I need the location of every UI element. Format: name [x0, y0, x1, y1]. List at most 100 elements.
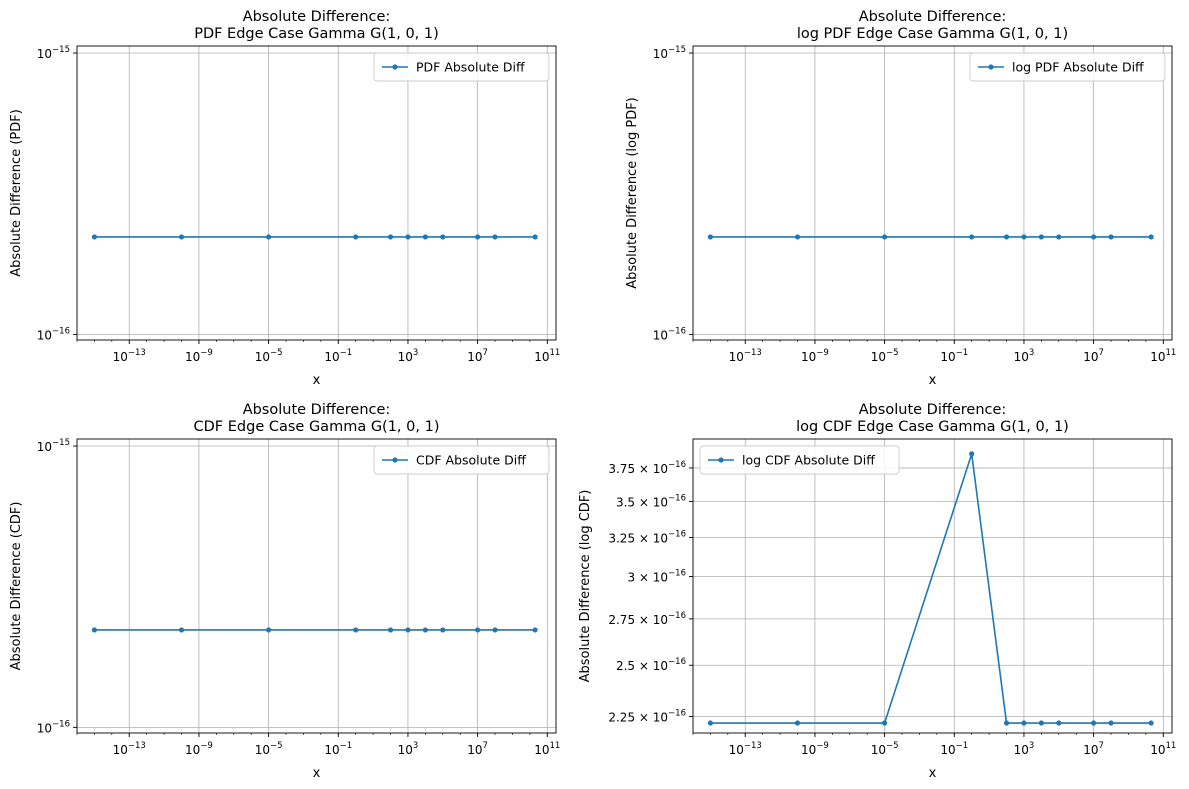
tick-base: 10: [1083, 350, 1098, 364]
tick-base: 10: [113, 743, 128, 757]
tick-mantissa: 3: [627, 571, 635, 585]
tick-times-sign: ×: [635, 711, 653, 725]
tick-exponent: 7: [1099, 741, 1104, 751]
tick-base: 10: [255, 743, 270, 757]
legend-marker: [392, 64, 398, 70]
tick-exponent: −1: [340, 741, 353, 751]
tick-mantissa: 3.75: [608, 462, 635, 476]
tick-base: 10: [940, 743, 955, 757]
legend-label: PDF Absolute Diff: [416, 60, 525, 75]
tick-base: 10: [37, 47, 52, 61]
legend: log PDF Absolute Diff: [969, 52, 1166, 82]
data-point: [492, 234, 498, 240]
tick-exponent: 11: [1166, 348, 1177, 358]
tick-exponent: −16: [52, 719, 70, 729]
subplot-3: 10−13 10−9 10−5 10−1 103 107 101110−1510−16Abs…: [9, 402, 560, 781]
tick-base: 10: [653, 711, 668, 725]
tick-base: 10: [940, 350, 955, 364]
chart-title-line2: log CDF Edge Case Gamma G(1, 0, 1): [796, 419, 1069, 435]
tick-base: 10: [534, 350, 549, 364]
tick-times-sign: ×: [635, 659, 653, 673]
data-point: [1091, 720, 1097, 726]
tick-exponent: −1: [956, 348, 969, 358]
y-tick-label: 10−15: [653, 45, 686, 61]
data-point: [1003, 720, 1010, 726]
tick-exponent: −15: [52, 438, 70, 448]
tick-exponent: −16: [668, 494, 686, 504]
tick-exponent: −15: [668, 45, 686, 55]
data-point: [1021, 234, 1027, 240]
data-point: [707, 720, 714, 726]
y-tick-label: 3 × 10−16: [627, 569, 686, 585]
tick-base: 10: [37, 440, 52, 454]
tick-exponent: −16: [668, 460, 686, 470]
x-tick-label: 10−9: [185, 741, 213, 757]
data-point: [475, 627, 481, 633]
legend-box: [373, 445, 550, 475]
x-tick-label: 10−1: [324, 741, 352, 757]
axes-frame: [76, 438, 557, 734]
tick-exponent: −16: [668, 611, 686, 621]
data-point: [532, 627, 538, 633]
data-point: [266, 234, 272, 240]
x-tick-label: 10−9: [801, 348, 829, 364]
data-point: [882, 720, 888, 726]
tick-base: 10: [653, 532, 668, 546]
x-tick-label: 10−13: [113, 348, 146, 364]
data-point: [387, 627, 394, 633]
tick-exponent: 11: [550, 741, 561, 751]
legend-box: [699, 445, 900, 475]
tick-base: 10: [467, 743, 482, 757]
tick-exponent: −9: [200, 741, 213, 751]
y-axis-label: Absolute Difference (log CDF): [578, 490, 593, 683]
tick-exponent: −9: [816, 348, 829, 358]
y-tick-label: 10−16: [37, 719, 70, 735]
tick-base: 10: [653, 462, 668, 476]
x-tick-label: 10−5: [255, 348, 283, 364]
tick-exponent: 3: [413, 741, 418, 751]
chart-title-line1: Absolute Difference:: [243, 402, 391, 418]
data-point: [1091, 234, 1097, 240]
tick-base: 10: [467, 350, 482, 364]
tick-base: 10: [185, 350, 200, 364]
x-tick-label: 107: [467, 348, 488, 364]
x-axis-label: x: [313, 766, 321, 781]
data-point: [1021, 720, 1027, 726]
tick-exponent: 3: [1029, 741, 1034, 751]
tick-exponent: 7: [483, 348, 488, 358]
tick-base: 10: [37, 721, 52, 735]
legend-label: log PDF Absolute Diff: [1012, 60, 1144, 75]
x-tick-label: 107: [1083, 348, 1104, 364]
tick-exponent: −5: [270, 741, 283, 751]
chart-title-line1: Absolute Difference:: [859, 402, 1007, 418]
x-tick-label: 10−1: [940, 741, 968, 757]
tick-times-sign: ×: [635, 462, 653, 476]
tick-base: 10: [801, 743, 816, 757]
y-tick-label: 3.5 × 10−16: [616, 494, 686, 510]
axes-frame: [692, 438, 1173, 734]
tick-exponent: −9: [816, 741, 829, 751]
tick-times-sign: ×: [635, 571, 653, 585]
data-point: [475, 234, 481, 240]
legend: PDF Absolute Diff: [373, 52, 550, 82]
x-tick-label: 10−13: [729, 348, 762, 364]
data-point: [1108, 234, 1114, 240]
legend: CDF Absolute Diff: [373, 445, 550, 475]
subplot-2: 10−13 10−9 10−5 10−1 103 107 101110−1510−16Abs…: [625, 9, 1176, 388]
data-point: [492, 627, 498, 633]
data-point: [1056, 720, 1062, 726]
x-tick-label: 10−1: [324, 348, 352, 364]
tick-mantissa: 3.25: [608, 532, 635, 546]
chart-title-line2: CDF Edge Case Gamma G(1, 0, 1): [194, 419, 440, 435]
x-tick-label: 10−5: [871, 741, 899, 757]
data-point: [969, 451, 975, 457]
data-point: [422, 627, 428, 633]
legend-box: [969, 52, 1166, 82]
chart-title-line2: PDF Edge Case Gamma G(1, 0, 1): [194, 26, 439, 42]
y-tick-label: 3.75 × 10−16: [608, 460, 686, 476]
tick-exponent: −5: [886, 348, 899, 358]
x-axis-label: x: [929, 766, 937, 781]
tick-base: 10: [113, 350, 128, 364]
y-tick-label: 2.25 × 10−16: [608, 709, 686, 725]
